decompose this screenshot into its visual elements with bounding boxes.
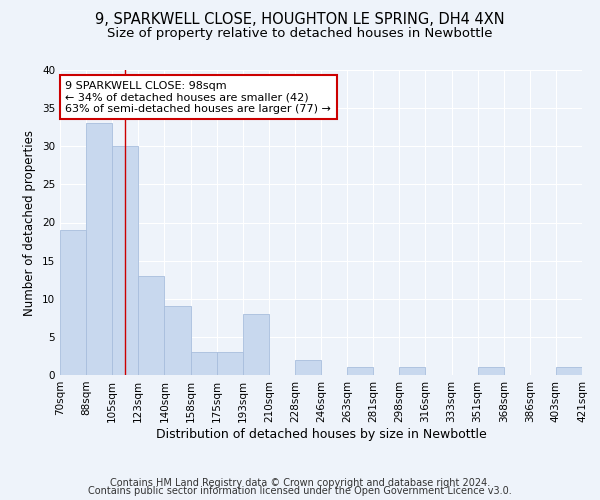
Bar <box>347 368 373 375</box>
Bar <box>478 368 504 375</box>
Text: 9, SPARKWELL CLOSE, HOUGHTON LE SPRING, DH4 4XN: 9, SPARKWELL CLOSE, HOUGHTON LE SPRING, … <box>95 12 505 28</box>
Bar <box>164 306 191 375</box>
Text: Contains HM Land Registry data © Crown copyright and database right 2024.: Contains HM Land Registry data © Crown c… <box>110 478 490 488</box>
Bar <box>86 124 112 375</box>
Bar <box>60 230 86 375</box>
X-axis label: Distribution of detached houses by size in Newbottle: Distribution of detached houses by size … <box>155 428 487 440</box>
Text: Contains public sector information licensed under the Open Government Licence v3: Contains public sector information licen… <box>88 486 512 496</box>
Bar <box>295 360 321 375</box>
Bar <box>556 368 582 375</box>
Bar <box>139 276 164 375</box>
Bar <box>217 352 243 375</box>
Y-axis label: Number of detached properties: Number of detached properties <box>23 130 37 316</box>
Bar <box>242 314 269 375</box>
Bar <box>112 146 139 375</box>
Text: Size of property relative to detached houses in Newbottle: Size of property relative to detached ho… <box>107 28 493 40</box>
Text: 9 SPARKWELL CLOSE: 98sqm
← 34% of detached houses are smaller (42)
63% of semi-d: 9 SPARKWELL CLOSE: 98sqm ← 34% of detach… <box>65 80 331 114</box>
Bar <box>400 368 425 375</box>
Bar <box>191 352 217 375</box>
